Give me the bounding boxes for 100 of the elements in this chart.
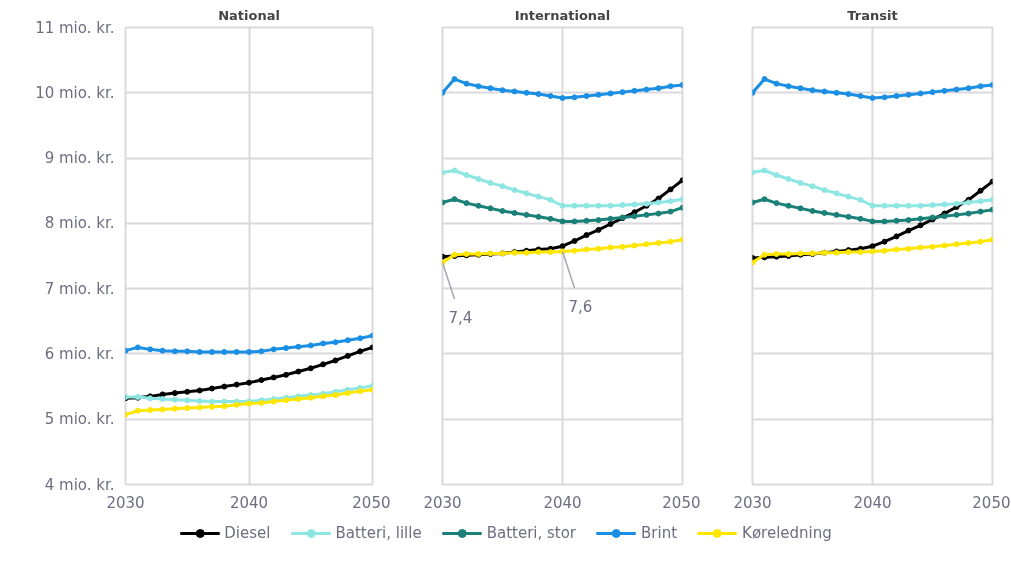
point [283,345,290,352]
point [583,232,590,239]
point [357,388,364,395]
point [196,404,203,411]
point [258,348,265,355]
point [607,202,614,209]
point [631,87,638,94]
point [583,93,590,100]
point [941,242,948,249]
point [196,397,203,404]
x-tick-label: 2050 [972,493,1011,512]
point [595,202,602,209]
point [893,93,900,100]
point [583,217,590,224]
point [857,93,864,100]
y-tick-label: 11 mio. kr. [35,18,115,37]
point [475,202,482,209]
point [583,202,590,209]
y-tick-label: 5 mio. kr. [44,410,115,429]
point [857,196,864,203]
point [547,215,554,222]
x-tick-label: 2050 [662,493,701,512]
point [941,201,948,208]
point [833,89,840,96]
point [559,95,566,101]
point [258,377,265,384]
point [344,352,351,359]
point [619,89,626,96]
point [270,374,277,381]
point [475,83,482,90]
point [655,199,662,206]
point [965,239,972,246]
point [571,202,578,209]
point [881,202,888,209]
point [869,95,876,101]
point [487,179,494,186]
point [845,91,852,98]
point [857,249,864,256]
x-tick-label: 2030 [106,493,145,512]
point [977,187,984,194]
chart-title: Transit [847,7,898,23]
point [559,218,566,225]
point [655,210,662,217]
point [451,167,458,174]
point [463,172,470,179]
point [499,207,506,214]
point [159,391,166,398]
point [487,205,494,212]
point [559,243,566,250]
point [451,196,458,203]
point [917,90,924,97]
point [221,403,228,410]
point [184,405,191,412]
point [159,406,166,413]
point [643,86,650,93]
point [184,397,191,404]
point [344,337,351,344]
point [134,407,141,414]
point [499,87,506,94]
point [869,243,876,250]
x-tick-label: 2040 [229,493,269,512]
point [233,381,240,388]
point [307,365,314,372]
point [797,85,804,92]
point [667,238,674,245]
point [845,193,852,200]
point [869,248,876,255]
point [881,218,888,225]
y-tick-label: 10 mio. kr. [35,83,115,102]
point [196,348,203,355]
point [809,183,816,190]
point [893,233,900,240]
point [357,348,364,355]
legend-label: Køreledning [742,523,832,542]
point [643,241,650,248]
x-tick-label: 2040 [543,493,582,512]
point [821,187,828,194]
chart-title: National [218,7,280,23]
legend-label: Batteri, lille [335,523,422,542]
point [667,186,674,193]
point [607,215,614,222]
point [295,343,302,350]
x-tick-label: 2030 [733,493,772,512]
point [571,247,578,254]
point [270,346,277,353]
point [881,247,888,254]
y-tick-label: 4 mio. kr. [44,475,115,494]
point [595,226,602,233]
point [881,94,888,101]
point [523,89,530,96]
point [463,200,470,207]
point [233,348,240,355]
point [171,405,178,412]
point [785,175,792,182]
point [929,202,936,209]
point [773,200,780,207]
point [208,403,215,410]
point [511,209,518,216]
point [535,91,542,98]
point [643,211,650,218]
